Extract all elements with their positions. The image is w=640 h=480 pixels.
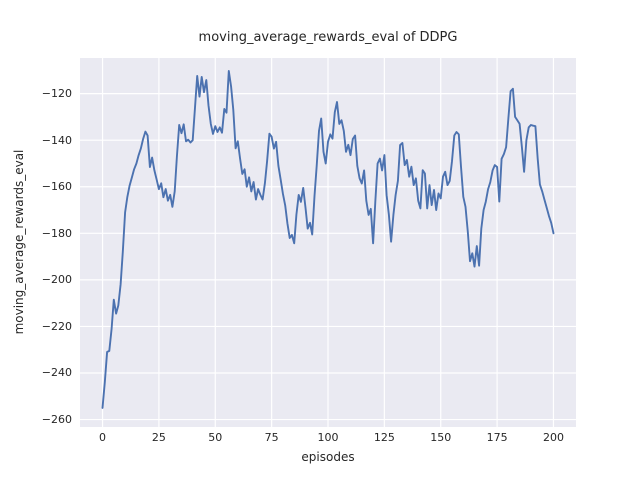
y-tick-label: −120 bbox=[41, 87, 72, 101]
x-tick-label: 0 bbox=[99, 431, 107, 444]
y-tick-label: −180 bbox=[41, 226, 72, 240]
y-tick-label: −160 bbox=[41, 180, 72, 194]
x-tick-label: 75 bbox=[264, 431, 279, 444]
x-tick-label: 175 bbox=[486, 431, 508, 444]
y-tick-label: −140 bbox=[41, 133, 72, 147]
x-tick-label: 100 bbox=[317, 431, 339, 444]
y-tick-label: −200 bbox=[41, 273, 72, 287]
chart-title: moving_average_rewards_eval of DDPG bbox=[198, 30, 458, 45]
x-tick-label: 50 bbox=[208, 431, 223, 444]
y-tick-label: −220 bbox=[41, 319, 72, 333]
x-tick-label: 25 bbox=[151, 431, 166, 444]
reward-line bbox=[101, 70, 555, 409]
y-tick-label: −240 bbox=[41, 366, 72, 380]
x-tick-label: 200 bbox=[542, 431, 564, 444]
x-tick-label: 125 bbox=[373, 431, 395, 444]
y-tick-label: −260 bbox=[41, 413, 72, 427]
x-axis-label: episodes bbox=[301, 450, 355, 464]
x-tick-label: 150 bbox=[430, 431, 452, 444]
